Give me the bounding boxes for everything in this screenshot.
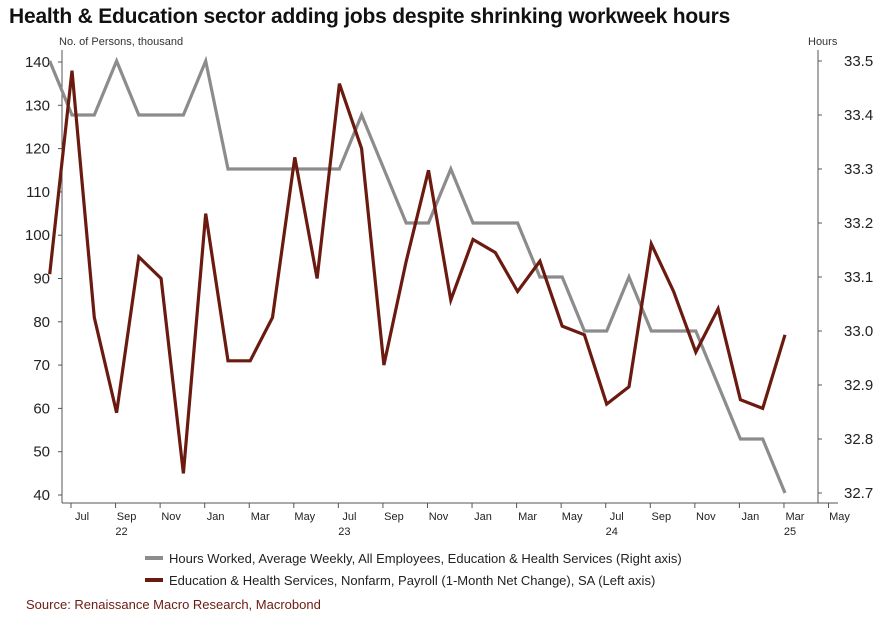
x-tick-label: Sep (651, 511, 671, 523)
right-tick-label: 33.3 (844, 161, 873, 178)
legend-label-hours: Hours Worked, Average Weekly, All Employ… (169, 550, 682, 566)
left-tick-label: 40 (33, 487, 50, 504)
right-tick-label: 32.8 (844, 431, 873, 448)
x-year-label: 23 (338, 526, 350, 538)
left-tick-label: 60 (33, 400, 50, 417)
x-year-label: 22 (115, 526, 127, 538)
x-year-label: 25 (784, 526, 796, 538)
chart-title: Health & Education sector adding jobs de… (9, 5, 731, 28)
x-tick-label: Mar (518, 511, 537, 523)
x-tick-label: May (829, 511, 850, 523)
x-tick-label: Jul (75, 511, 89, 523)
legend-swatch-hours (145, 556, 163, 560)
x-tick-label: Sep (117, 511, 137, 523)
legend-item-payroll: Education & Health Services, Nonfarm, Pa… (145, 569, 682, 591)
x-tick-label: Nov (429, 511, 449, 523)
x-tick-label: Jan (207, 511, 225, 523)
left-tick-label: 50 (33, 444, 50, 461)
left-tick-label: 90 (33, 271, 50, 288)
x-tick-label: Mar (251, 511, 270, 523)
x-tick-label: Nov (161, 511, 181, 523)
left-tick-label: 140 (25, 54, 50, 71)
left-tick-label: 80 (33, 314, 50, 331)
right-tick-label: 32.7 (844, 485, 873, 502)
legend-swatch-payroll (145, 578, 163, 582)
x-year-label: 24 (606, 526, 618, 538)
right-tick-label: 33.0 (844, 323, 873, 340)
x-tick-label: May (562, 511, 583, 523)
hours-worked-line (48, 55, 787, 494)
right-tick-label: 33.5 (844, 53, 873, 70)
source-note: Source: Renaissance Macro Research, Macr… (26, 597, 321, 612)
left-tick-label: 110 (26, 184, 50, 201)
right-tick-label: 33.4 (844, 107, 873, 124)
x-tick-label: Sep (384, 511, 404, 523)
legend: Hours Worked, Average Weekly, All Employ… (145, 547, 682, 591)
payroll-change-line (48, 70, 787, 474)
right-axis-unit: Hours (808, 36, 838, 48)
x-tick-label: Nov (696, 511, 716, 523)
right-tick-label: 33.2 (844, 215, 873, 232)
legend-label-payroll: Education & Health Services, Nonfarm, Pa… (169, 572, 656, 588)
left-tick-label: 100 (25, 227, 50, 244)
x-tick-label: Mar (785, 511, 804, 523)
left-tick-label: 70 (33, 357, 50, 374)
x-tick-label: Jan (474, 511, 492, 523)
x-tick-label: Jan (742, 511, 760, 523)
x-tick-label: May (294, 511, 315, 523)
legend-item-hours: Hours Worked, Average Weekly, All Employ… (145, 547, 682, 569)
left-tick-label: 130 (25, 97, 50, 114)
left-axis-unit: No. of Persons, thousand (59, 36, 184, 48)
right-tick-label: 32.9 (844, 377, 873, 394)
x-tick-label: Jul (342, 511, 356, 523)
x-tick-label: Jul (610, 511, 624, 523)
right-tick-label: 33.1 (844, 269, 873, 286)
left-tick-label: 120 (25, 141, 50, 158)
